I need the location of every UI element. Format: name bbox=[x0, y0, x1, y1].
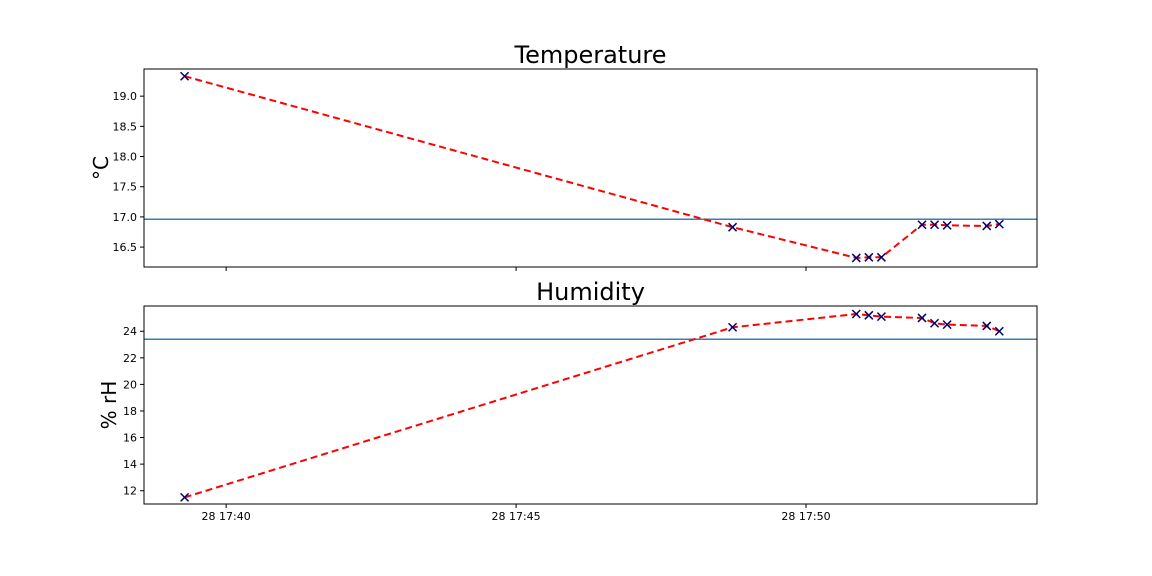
data-point bbox=[864, 252, 874, 262]
data-point bbox=[982, 321, 992, 331]
y-tick-label: 14 bbox=[123, 458, 137, 471]
data-point bbox=[851, 309, 861, 319]
axes-frame bbox=[143, 68, 1038, 268]
data-point bbox=[180, 71, 190, 81]
series-line bbox=[184, 312, 1000, 499]
axes-frame bbox=[143, 305, 1038, 505]
plot-area bbox=[144, 309, 1037, 502]
data-point bbox=[876, 252, 886, 262]
subplot-2: Humidity % rH 12 14 16 18 20 22 24 28 17:40 28 17:… bbox=[97, 278, 1038, 523]
y-tick-label: 12 bbox=[123, 485, 137, 498]
data-point bbox=[994, 326, 1004, 336]
data-point bbox=[982, 221, 992, 231]
data-point bbox=[876, 312, 886, 322]
x-tick-label: 28 17:45 bbox=[491, 510, 540, 523]
y-axis-label: % rH bbox=[97, 381, 121, 430]
y-tick-label: 18 bbox=[123, 405, 137, 418]
data-point bbox=[917, 220, 927, 230]
data-point bbox=[930, 220, 940, 230]
data-point bbox=[728, 222, 738, 232]
data-point bbox=[180, 492, 190, 502]
y-tick-label: 16.5 bbox=[113, 241, 138, 254]
x-tick-label: 28 17:40 bbox=[202, 510, 251, 523]
y-tick-label: 24 bbox=[123, 325, 137, 338]
y-tick-label: 18.0 bbox=[113, 151, 138, 164]
data-point bbox=[942, 220, 952, 230]
data-point bbox=[930, 318, 940, 328]
y-tick-label: 22 bbox=[123, 352, 137, 365]
y-tick-label: 17.5 bbox=[113, 181, 138, 194]
y-tick-label: 17.0 bbox=[113, 211, 138, 224]
chart-title: Temperature bbox=[513, 41, 666, 69]
data-point bbox=[994, 219, 1004, 229]
subplot-1: Temperature °C 16.5 17.0 17.5 18.0 18.5 19.0 bbox=[89, 41, 1038, 271]
chart-title: Humidity bbox=[536, 278, 645, 306]
y-tick-label: 20 bbox=[123, 378, 137, 391]
data-point bbox=[942, 320, 952, 330]
data-point bbox=[917, 313, 927, 323]
data-point bbox=[728, 322, 738, 332]
y-tick-label: 19.0 bbox=[113, 90, 138, 103]
y-axis-label: °C bbox=[89, 156, 113, 180]
data-point bbox=[851, 253, 861, 263]
y-tick-label: 18.5 bbox=[113, 120, 138, 133]
data-point bbox=[864, 310, 874, 320]
x-tick-label: 28 17:50 bbox=[781, 510, 830, 523]
plot-area bbox=[144, 71, 1037, 263]
series-line bbox=[184, 75, 1000, 259]
y-tick-label: 16 bbox=[123, 432, 137, 445]
